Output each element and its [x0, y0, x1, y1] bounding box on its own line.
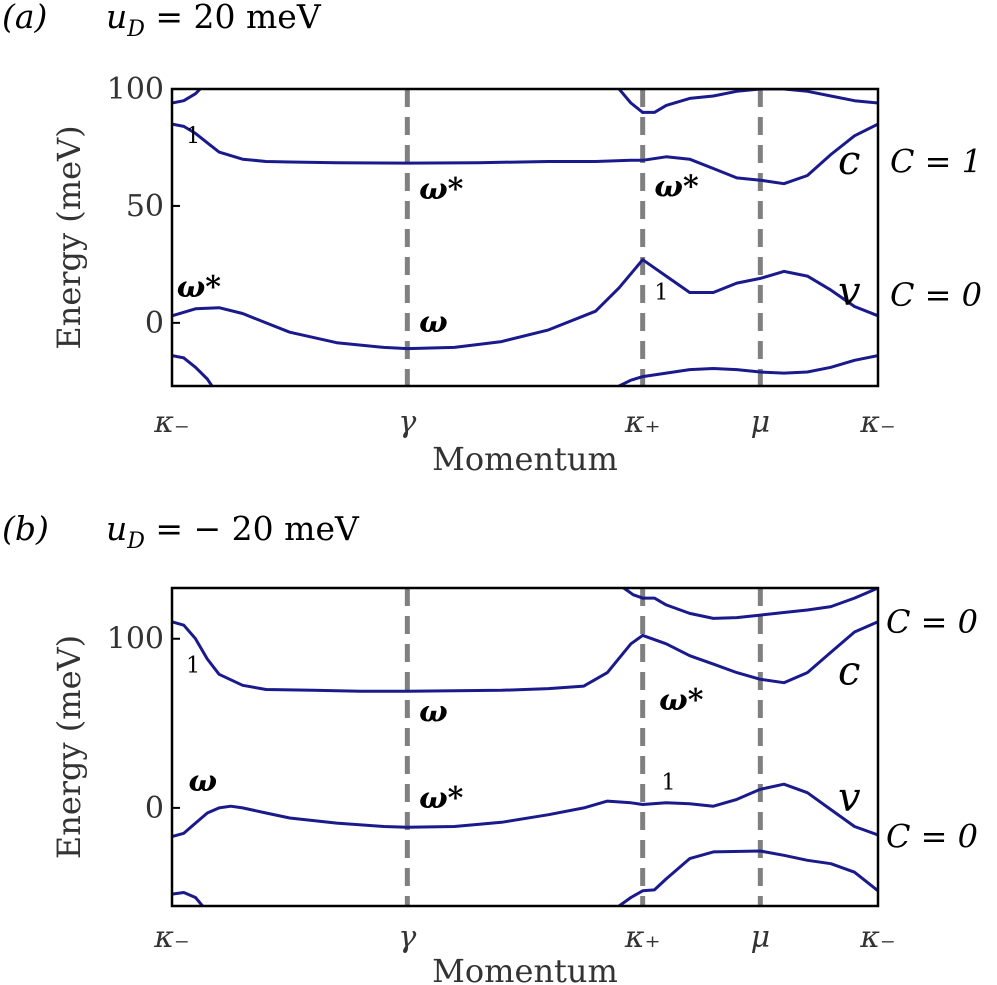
- band-line-2: [641, 588, 878, 620]
- x-tick-label: μ: [751, 405, 771, 440]
- band-curves: [172, 588, 878, 906]
- title-rest: = 20 meV: [145, 0, 322, 36]
- y-tick-label: 50: [126, 189, 164, 224]
- title-subscript: D: [126, 529, 145, 554]
- chern-number-label: C = 0: [890, 276, 982, 314]
- annotation-label: 1: [661, 770, 675, 795]
- annotation-label: ω: [419, 695, 448, 730]
- y-tick-label: 100: [107, 622, 164, 657]
- title-symbol: u: [106, 509, 127, 548]
- band-line-1: [172, 782, 878, 839]
- plot-frame: [170, 586, 880, 908]
- panel-a: (a) uD = 20 meV 0 50 100 κ₋ γ κ₊ μ κ₋ Momentum Ener…: [2, 0, 982, 478]
- annotation-label: ω: [419, 305, 448, 340]
- panel-title: uD = − 20 meV: [106, 509, 360, 554]
- chern-number-label: C = 1: [890, 142, 982, 180]
- annotation-label: ω*: [419, 781, 464, 816]
- x-tick-label: γ: [398, 920, 416, 955]
- band-curves: [172, 89, 878, 386]
- band-line-0: [172, 122, 878, 186]
- title-symbol: u: [106, 0, 127, 36]
- plot-frame: [170, 87, 880, 388]
- annotation-label: 1: [186, 654, 200, 679]
- title-subscript: D: [126, 17, 145, 42]
- annotation-label: 1: [186, 124, 200, 149]
- annotation-label: 1: [654, 280, 668, 305]
- band-label-v: v: [838, 775, 861, 821]
- band-line-5: [617, 849, 878, 906]
- annotation-label: ω*: [659, 683, 704, 718]
- x-tick-label: κ₋: [859, 405, 896, 440]
- annotation-label: ω*: [419, 172, 464, 207]
- x-tick-label: κ₋: [153, 920, 190, 955]
- x-axis-title: Momentum: [432, 952, 618, 985]
- band-line-3: [617, 89, 645, 114]
- title-rest: = − 20 meV: [145, 509, 360, 548]
- band-line-5: [172, 354, 214, 386]
- band-line-4: [172, 89, 202, 105]
- annotation-label: ω: [188, 764, 217, 799]
- band-line-3: [622, 588, 645, 600]
- band-label-c: c: [838, 138, 860, 184]
- x-tick-label: γ: [398, 405, 416, 440]
- y-axis-title: Energy (meV): [50, 125, 88, 349]
- band-label-v: v: [838, 269, 861, 315]
- x-tick-label: κ₊: [624, 920, 661, 955]
- y-axis-title: Energy (meV): [50, 635, 88, 859]
- band-line-4: [172, 891, 205, 906]
- annotation-label: ω*: [177, 270, 222, 305]
- y-tick-label: 0: [145, 306, 164, 341]
- y-tick-label: 0: [145, 791, 164, 826]
- x-tick-label: κ₋: [859, 920, 896, 955]
- x-tick-label: μ: [751, 920, 771, 955]
- panel-label: (b): [2, 509, 49, 548]
- y-tick-label: 100: [107, 72, 164, 107]
- x-axis-title: Momentum: [432, 440, 618, 478]
- band-line-1: [172, 258, 878, 351]
- band-label-c: c: [838, 648, 860, 694]
- band-line-6: [617, 354, 878, 386]
- x-tick-label: κ₊: [624, 405, 661, 440]
- panel-label: (a): [2, 0, 47, 36]
- annotation-label: ω*: [654, 170, 699, 205]
- chern-number-label: C = 0: [886, 603, 978, 641]
- x-tick-label: κ₋: [153, 405, 190, 440]
- band-line-0: [172, 620, 878, 693]
- panel-title: uD = 20 meV: [106, 0, 322, 42]
- chern-number-label: C = 0: [886, 818, 978, 856]
- panel-b: (b) uD = − 20 meV 0 100 κ₋ γ κ₊ μ κ₋ Momentum Ener…: [2, 509, 978, 985]
